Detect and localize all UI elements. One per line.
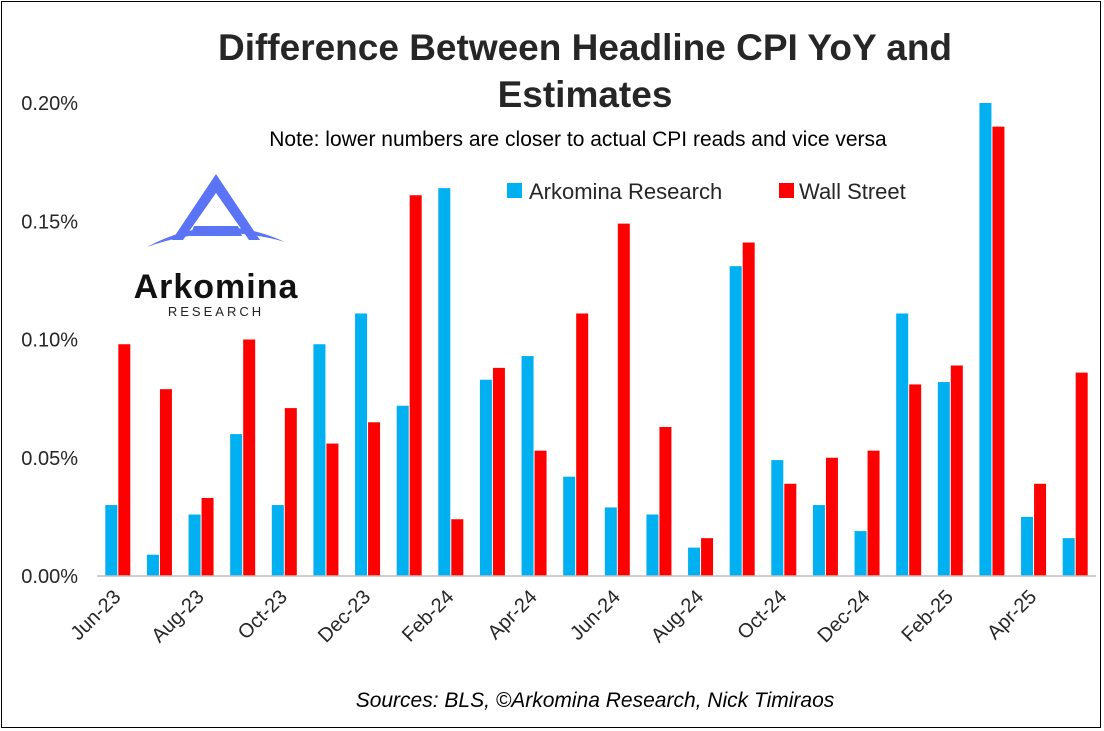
y-tick-label: 0.15% <box>21 211 78 233</box>
legend-swatch-wall-street <box>779 183 794 198</box>
bar-arkomina <box>479 379 492 576</box>
bar-wall-street <box>451 519 464 576</box>
y-tick-label: 0.20% <box>21 93 78 115</box>
x-tick-label: Dec-24 <box>813 586 874 647</box>
x-tick-label: Aug-23 <box>147 586 208 647</box>
x-tick-label: Jun-23 <box>67 586 126 645</box>
x-tick-label: Feb-24 <box>398 586 458 646</box>
chart-title-line2: Estimates <box>498 74 673 115</box>
bar-arkomina <box>1021 516 1034 576</box>
x-tick-label: Dec-23 <box>314 586 375 647</box>
bar-arkomina <box>937 382 950 576</box>
bar-arkomina <box>563 476 576 576</box>
bar-wall-street <box>243 339 256 576</box>
x-tick-label: Apr-25 <box>983 586 1041 644</box>
chart-source: Sources: BLS, ©Arkomina Research, Nick T… <box>356 689 835 712</box>
bar-wall-street <box>825 457 838 576</box>
bar-arkomina <box>771 460 784 576</box>
bar-arkomina <box>896 313 909 576</box>
logo-subtitle: RESEARCH <box>168 304 264 319</box>
x-axis: Jun-23 Aug-23 Oct-23 Dec-23 Feb-24 Apr-24 Jun-… <box>67 586 1042 647</box>
bar-wall-street <box>118 344 131 576</box>
bar-wall-street <box>909 384 922 576</box>
x-tick-label: Apr-24 <box>484 586 542 644</box>
arkomina-logo: Arkomina RESEARCH <box>134 174 299 319</box>
bar-wall-street <box>867 450 880 576</box>
bar-arkomina <box>355 313 368 576</box>
bar-arkomina <box>271 505 284 576</box>
bar-wall-street <box>576 313 589 576</box>
bar-wall-street <box>742 242 755 576</box>
bar-wall-street <box>950 365 963 576</box>
bar-wall-street <box>284 408 297 576</box>
bar-wall-street <box>992 126 1005 577</box>
bar-arkomina <box>729 266 742 576</box>
bar-arkomina <box>105 505 118 576</box>
bar-arkomina <box>188 514 201 576</box>
bar-wall-street <box>326 443 339 576</box>
bar-arkomina <box>313 344 326 576</box>
bar-wall-street <box>659 427 672 576</box>
bar-wall-street <box>159 389 172 576</box>
bar-wall-street <box>368 422 381 576</box>
bar-wall-street <box>701 538 714 576</box>
bar-arkomina <box>854 531 867 576</box>
legend-label-wall-street: Wall Street <box>799 179 906 204</box>
x-tick-label: Aug-24 <box>647 586 708 647</box>
y-tick-label: 0.00% <box>21 566 78 588</box>
bar-wall-street <box>534 450 547 576</box>
bar-arkomina <box>1062 538 1075 576</box>
bar-wall-street <box>784 483 797 576</box>
chart-subtitle: Note: lower numbers are closer to actual… <box>269 128 887 151</box>
y-axis: 0.00% 0.05% 0.10% 0.15% 0.20% <box>21 93 78 588</box>
legend: Arkomina Research Wall Street <box>507 179 906 204</box>
y-tick-label: 0.05% <box>21 448 78 470</box>
bar-arkomina <box>521 356 534 576</box>
bar-wall-street <box>1075 372 1088 576</box>
logo-swoosh-icon <box>147 227 285 247</box>
bar-arkomina <box>688 547 701 576</box>
x-tick-label: Feb-25 <box>897 586 957 646</box>
x-tick-label: Oct-24 <box>733 586 791 644</box>
x-tick-label: Jun-24 <box>566 586 625 645</box>
bar-arkomina <box>396 405 409 576</box>
bar-arkomina <box>438 188 451 576</box>
bars-group <box>105 103 1088 577</box>
bar-wall-street <box>617 223 630 577</box>
bar-arkomina <box>146 554 159 576</box>
logo-a-mark-icon <box>172 174 260 240</box>
bar-arkomina <box>230 434 243 576</box>
legend-label-arkomina: Arkomina Research <box>529 179 722 204</box>
bar-wall-street <box>492 367 505 576</box>
bar-arkomina <box>979 103 992 576</box>
y-tick-label: 0.10% <box>21 330 78 352</box>
bar-arkomina <box>812 505 825 576</box>
chart-title-line1: Difference Between Headline CPI YoY and <box>218 27 952 68</box>
bar-arkomina <box>646 514 659 576</box>
bar-wall-street <box>201 497 214 576</box>
bar-arkomina <box>604 507 617 576</box>
legend-swatch-arkomina <box>507 183 522 198</box>
x-tick-label: Oct-23 <box>234 586 292 644</box>
bar-wall-street <box>1034 483 1047 576</box>
bar-wall-street <box>409 195 422 577</box>
logo-wordmark: Arkomina <box>134 268 299 306</box>
